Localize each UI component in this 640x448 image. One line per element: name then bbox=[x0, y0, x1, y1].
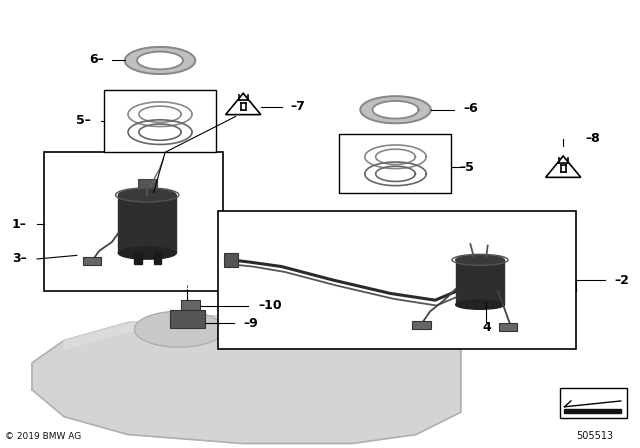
Bar bbox=[218, 211, 576, 349]
Polygon shape bbox=[564, 409, 621, 413]
Text: –5: –5 bbox=[460, 160, 474, 174]
Polygon shape bbox=[125, 47, 195, 74]
Bar bbox=[499, 323, 517, 331]
Text: –10: –10 bbox=[259, 299, 282, 312]
Bar bbox=[170, 310, 205, 328]
Text: –7: –7 bbox=[291, 100, 305, 113]
Polygon shape bbox=[128, 120, 192, 144]
Polygon shape bbox=[137, 52, 183, 69]
Ellipse shape bbox=[118, 189, 176, 201]
Bar bbox=[456, 260, 504, 305]
Bar bbox=[138, 179, 157, 188]
Text: © 2019 BMW AG: © 2019 BMW AG bbox=[5, 432, 81, 441]
Polygon shape bbox=[365, 145, 426, 168]
Bar bbox=[560, 388, 627, 418]
Polygon shape bbox=[372, 101, 419, 119]
Polygon shape bbox=[134, 311, 224, 347]
Bar bbox=[339, 134, 451, 193]
Text: 3–: 3– bbox=[12, 252, 27, 266]
Text: 6–: 6– bbox=[89, 52, 104, 66]
Bar bbox=[134, 253, 142, 264]
Ellipse shape bbox=[456, 300, 504, 309]
Text: 5–: 5– bbox=[76, 114, 91, 128]
Bar bbox=[118, 195, 176, 253]
Polygon shape bbox=[139, 124, 181, 140]
Bar bbox=[181, 300, 200, 310]
Bar bbox=[412, 321, 431, 329]
Polygon shape bbox=[128, 102, 192, 126]
Polygon shape bbox=[376, 166, 415, 181]
Bar bbox=[224, 253, 238, 267]
Text: 1–: 1– bbox=[12, 217, 27, 231]
Text: –8: –8 bbox=[586, 132, 600, 146]
Bar bbox=[104, 90, 216, 152]
Text: –2: –2 bbox=[614, 273, 629, 287]
Ellipse shape bbox=[118, 247, 176, 259]
Text: –9: –9 bbox=[243, 317, 258, 330]
Bar bbox=[154, 253, 161, 264]
Text: –6: –6 bbox=[463, 102, 478, 115]
Text: 505513: 505513 bbox=[577, 431, 614, 441]
Polygon shape bbox=[376, 149, 415, 164]
Polygon shape bbox=[32, 314, 461, 444]
Polygon shape bbox=[64, 314, 416, 349]
Bar bbox=[44, 152, 223, 291]
Polygon shape bbox=[365, 162, 426, 185]
Polygon shape bbox=[139, 106, 181, 122]
Ellipse shape bbox=[456, 255, 504, 264]
Bar bbox=[83, 257, 101, 265]
Text: 4: 4 bbox=[482, 321, 491, 335]
Polygon shape bbox=[360, 96, 431, 123]
